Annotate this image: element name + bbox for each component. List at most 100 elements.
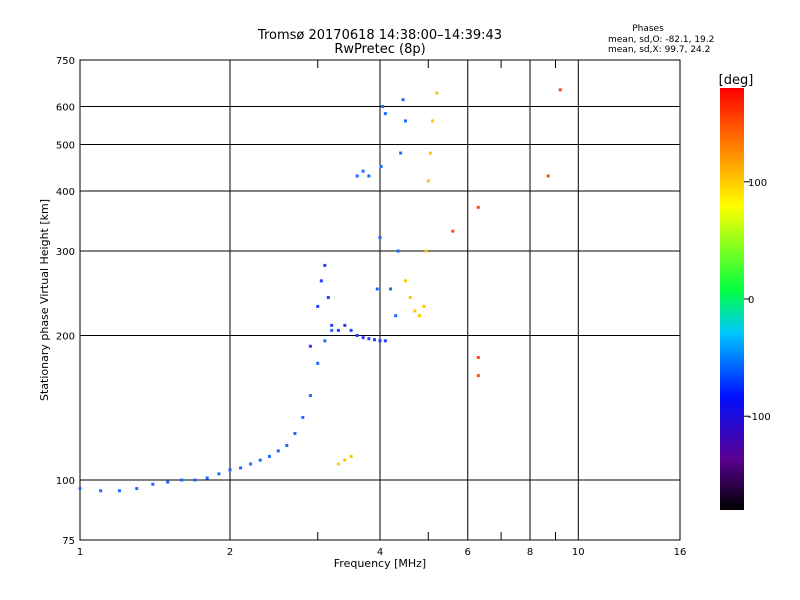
x-tick-label: 6	[465, 547, 471, 558]
data-point	[193, 478, 197, 482]
data-point	[217, 472, 221, 476]
data-point	[117, 489, 121, 493]
data-point	[558, 88, 562, 92]
data-point	[355, 334, 359, 338]
data-point	[381, 105, 385, 109]
data-point	[389, 287, 393, 291]
data-point	[205, 476, 209, 480]
data-point	[343, 458, 347, 462]
phases-x-mode: mean, sd,X: 99.7, 24.2	[608, 45, 710, 55]
y-tick-label: 600	[56, 103, 75, 114]
data-point	[417, 314, 421, 318]
x-tick-label: 8	[527, 547, 533, 558]
data-point	[308, 394, 312, 398]
data-point	[383, 112, 387, 116]
data-point	[355, 174, 359, 178]
data-point	[316, 304, 320, 308]
data-point	[239, 466, 243, 470]
chart-title: Tromsø 20170618 14:38:00–14:39:43	[257, 28, 502, 43]
y-tick-label: 300	[56, 247, 75, 258]
data-point	[326, 296, 330, 300]
data-point	[403, 119, 407, 123]
data-point	[476, 374, 480, 378]
data-point	[151, 482, 155, 486]
data-point	[319, 279, 323, 283]
phases-heading: Phases	[632, 24, 664, 34]
data-point	[330, 328, 334, 332]
data-point	[378, 339, 382, 343]
data-point	[343, 323, 347, 327]
x-tick-label: 16	[674, 547, 687, 558]
data-point	[135, 487, 139, 491]
data-point	[349, 328, 353, 332]
x-tick-label: 2	[227, 547, 233, 558]
data-point	[249, 462, 253, 466]
data-point	[378, 236, 382, 240]
data-point	[413, 309, 417, 313]
data-point	[424, 249, 428, 253]
data-point	[379, 164, 383, 168]
chart-subtitle: RwPretec (8p)	[334, 42, 425, 57]
y-tick-label: 75	[62, 536, 75, 547]
data-point	[426, 179, 430, 183]
data-point	[451, 229, 455, 233]
data-points	[78, 88, 562, 493]
data-point	[408, 296, 412, 300]
data-point	[276, 449, 280, 453]
data-point	[258, 458, 262, 462]
data-point	[308, 344, 312, 348]
colorbar-tick-label: 100	[748, 178, 767, 189]
data-point	[403, 279, 407, 283]
data-point	[267, 454, 271, 458]
data-point	[361, 169, 365, 173]
data-point	[375, 287, 379, 291]
data-point	[428, 151, 432, 155]
data-point	[166, 480, 170, 484]
x-tick-label: 10	[572, 547, 585, 558]
data-point	[330, 323, 334, 327]
data-point	[476, 355, 480, 359]
data-point	[435, 91, 439, 95]
data-point	[293, 432, 297, 436]
y-tick-labels: 75 100 200 300 400 500 600 750	[56, 56, 75, 547]
colorbar	[720, 88, 744, 510]
y-tick-label: 100	[56, 476, 75, 487]
data-point	[228, 468, 232, 472]
y-tick-label: 400	[56, 187, 75, 198]
data-point	[78, 487, 82, 491]
colorbar-tick-label: 0	[748, 295, 754, 306]
data-point	[373, 338, 377, 342]
phases-o-mode: mean, sd,O: -82.1, 19.2	[608, 35, 714, 45]
data-point	[323, 263, 327, 267]
data-point	[323, 339, 327, 343]
data-point	[546, 174, 550, 178]
x-tick-label: 4	[377, 547, 383, 558]
data-point	[180, 478, 184, 482]
colorbar-ticks: 100 0 -100	[744, 178, 771, 423]
y-tick-label: 200	[56, 332, 75, 343]
data-point	[349, 454, 353, 458]
data-point	[361, 336, 365, 340]
colorbar-tick-label: -100	[748, 412, 771, 423]
data-point	[431, 119, 435, 123]
data-point	[396, 249, 400, 253]
data-point	[316, 361, 320, 365]
y-tick-label: 750	[56, 56, 75, 67]
data-point	[99, 489, 103, 493]
data-point	[383, 339, 387, 343]
data-point	[301, 415, 305, 419]
data-point	[285, 444, 289, 448]
x-tick-label: 1	[77, 547, 83, 558]
data-point	[394, 314, 398, 318]
data-point	[336, 462, 340, 466]
data-point	[422, 304, 426, 308]
x-tick-labels: 1 2 4 6 8 10 16	[77, 547, 687, 558]
data-point	[401, 98, 405, 102]
y-tick-label: 500	[56, 141, 75, 152]
x-axis-label: Frequency [MHz]	[334, 557, 426, 570]
colorbar-label: [deg]	[719, 73, 754, 88]
data-point	[367, 174, 371, 178]
grid-lines	[79, 59, 681, 541]
data-point	[476, 205, 480, 209]
